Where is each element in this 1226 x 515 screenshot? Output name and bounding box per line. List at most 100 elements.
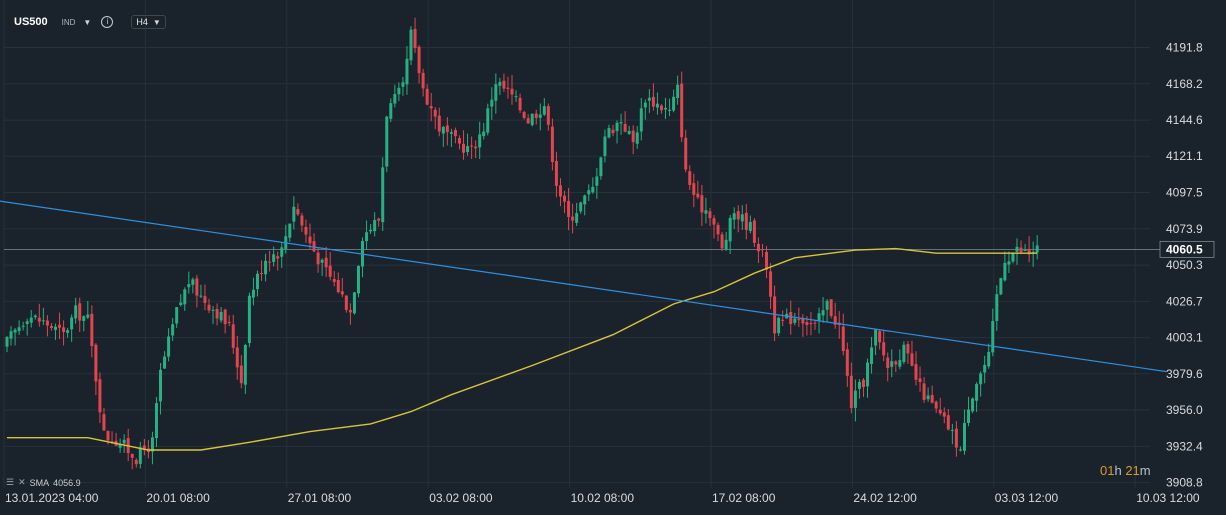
- candle-body: [668, 109, 672, 111]
- candle-body: [33, 315, 37, 318]
- instrument-type-label[interactable]: IND: [61, 17, 76, 27]
- candle-body: [474, 146, 478, 149]
- candle-body: [740, 214, 744, 222]
- candle-body: [534, 113, 538, 119]
- candle-body: [82, 316, 86, 321]
- candle-body: [639, 108, 643, 132]
- price-tick-label: 4097.5: [1166, 185, 1203, 199]
- candle-body: [627, 131, 631, 134]
- candle-body: [215, 308, 219, 319]
- price-tick-label: 4191.8: [1166, 41, 1203, 55]
- candle-body: [365, 232, 369, 242]
- candle-body: [98, 379, 102, 413]
- candle-body: [575, 213, 579, 223]
- candle-body: [417, 46, 421, 74]
- candle-body: [882, 342, 886, 356]
- candle-body: [191, 279, 195, 285]
- candle-body: [175, 307, 179, 324]
- countdown-minutes: 21: [1125, 463, 1140, 478]
- candle-body: [631, 130, 635, 143]
- candle-body: [179, 302, 183, 306]
- candle-body: [797, 319, 801, 321]
- candle-body: [296, 209, 300, 215]
- candle-body: [251, 289, 255, 298]
- candle-body: [1015, 246, 1019, 252]
- settings-icon[interactable]: ☰: [6, 477, 15, 487]
- time-tick-label: 27.01 08:00: [288, 491, 352, 505]
- candle-body: [199, 295, 203, 297]
- candle-body: [688, 171, 692, 185]
- symbol-label[interactable]: US500: [14, 16, 48, 28]
- candle-body: [874, 329, 878, 346]
- countdown-hours: 01: [1100, 463, 1115, 478]
- price-tick-label: 4050.3: [1166, 258, 1203, 272]
- candle-body: [857, 381, 861, 389]
- candle-body: [975, 384, 979, 401]
- price-tick-label: 4003.1: [1166, 331, 1203, 345]
- candle-body: [902, 344, 906, 362]
- close-icon[interactable]: ✕: [18, 477, 26, 487]
- candle-body: [340, 291, 344, 295]
- candle-body: [389, 103, 393, 119]
- candle-body: [421, 72, 425, 89]
- candle-body: [967, 409, 971, 424]
- candle-body: [183, 289, 187, 305]
- candle-body: [724, 239, 728, 250]
- candle-body: [195, 278, 199, 296]
- candle-body: [17, 327, 21, 332]
- chevron-down-icon[interactable]: ▼: [83, 17, 92, 27]
- candle-body: [239, 365, 243, 384]
- timeframe-select[interactable]: H4 ▼: [131, 15, 166, 29]
- candle-body: [203, 296, 207, 303]
- candle-body: [462, 143, 466, 153]
- candle-body: [453, 130, 457, 137]
- candle-body: [983, 364, 987, 373]
- candle-body: [49, 326, 53, 329]
- candle-body: [304, 226, 308, 235]
- candle-body: [449, 132, 453, 134]
- candle-body: [813, 322, 817, 324]
- candle-body: [9, 331, 13, 339]
- price-tick-label: 4073.9: [1166, 222, 1203, 236]
- candle-body: [344, 295, 348, 310]
- candle-body: [664, 107, 668, 110]
- candle-body: [684, 137, 688, 170]
- candle-body: [62, 327, 66, 332]
- candle-body: [894, 361, 898, 365]
- candle-body: [546, 106, 550, 125]
- candle-body: [328, 265, 332, 277]
- candle-body: [938, 409, 942, 414]
- candle-body: [870, 347, 874, 364]
- candle-body: [441, 126, 445, 134]
- candle-body: [219, 311, 223, 321]
- candle-body: [122, 439, 126, 444]
- candle-body: [728, 217, 732, 242]
- candle-body: [861, 379, 865, 388]
- candle-body: [554, 160, 558, 186]
- candle-body: [268, 261, 272, 263]
- candle-body: [510, 88, 514, 95]
- candle-body: [995, 294, 999, 321]
- candle-body: [672, 96, 676, 111]
- candle-body: [530, 113, 534, 125]
- candle-body: [635, 132, 639, 144]
- candle-body: [5, 337, 9, 347]
- candle-body: [1023, 249, 1027, 251]
- candle-body: [45, 320, 49, 326]
- candle-body: [506, 87, 510, 89]
- info-icon[interactable]: i: [101, 16, 114, 28]
- candle-body: [583, 195, 587, 205]
- candle-body: [514, 96, 518, 98]
- candle-body: [793, 318, 797, 323]
- candle-body: [486, 108, 490, 133]
- time-axis: 13.01.2023 04:00 20.01 08:00 27.01 08:00 03…: [5, 491, 1200, 505]
- candle-body: [760, 249, 764, 251]
- candle-body: [457, 138, 461, 144]
- candle-body: [159, 369, 163, 402]
- candle-body: [611, 129, 615, 134]
- candle-body: [445, 125, 449, 133]
- candle-countdown: 01h 21m: [1100, 463, 1151, 478]
- candle-body: [914, 364, 918, 380]
- candle-body: [482, 131, 486, 137]
